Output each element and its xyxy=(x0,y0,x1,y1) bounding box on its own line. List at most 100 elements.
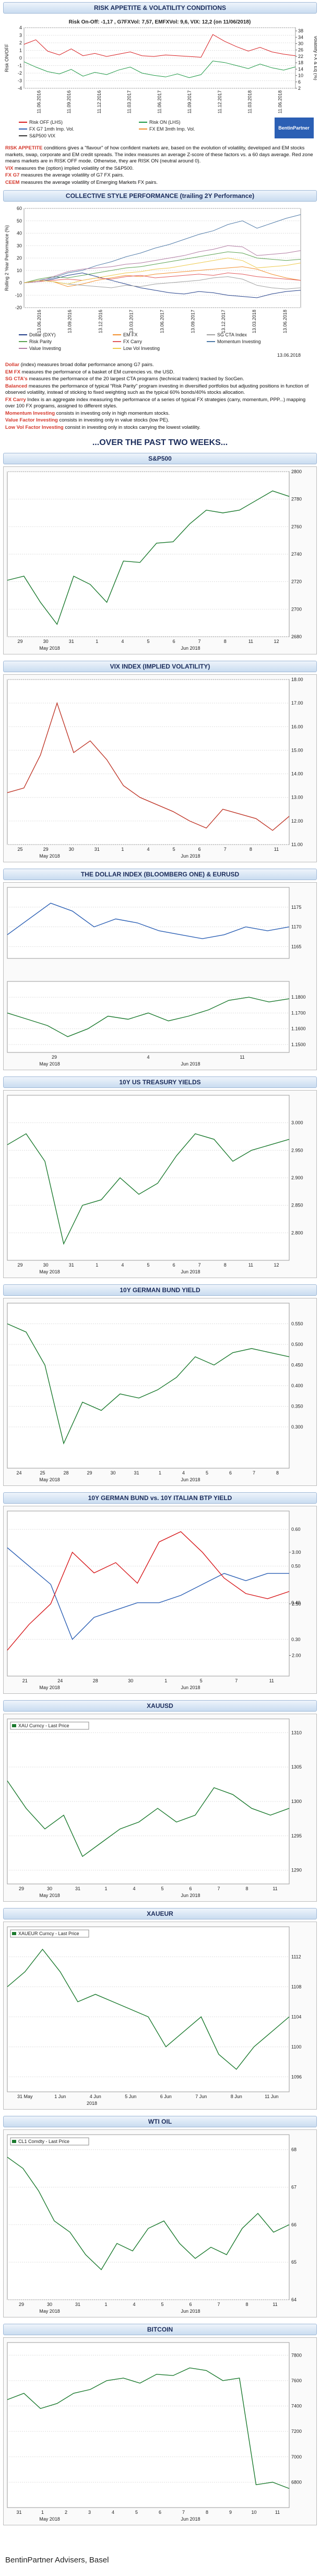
x-tick-label: 8 xyxy=(276,1470,279,1476)
x-tick-label: 8 xyxy=(245,1886,248,1891)
series-line xyxy=(7,490,290,625)
panel: WTI OIL 64 65 66 67 68 29 30 31 1 4 5 6 7 8 11 May 2018 J… xyxy=(0,2116,320,2322)
note: Balanced measures the performance of typ… xyxy=(5,383,315,396)
panels: S&P500 2680 2700 2720 2740 2760 2780 2800 29 30 31… xyxy=(0,453,320,2530)
x-tick-label: 8 xyxy=(245,2302,248,2307)
month-label: May 2018 xyxy=(39,1477,60,1482)
note: SG CTA's measures the performance of the… xyxy=(5,376,315,383)
month-label: May 2018 xyxy=(39,1893,60,1898)
note-term: Momentum Investing xyxy=(5,410,55,416)
x-tick-label: 4 Jun xyxy=(90,2094,101,2099)
note-term: EM FX xyxy=(5,369,21,375)
month-label: 2018 xyxy=(87,2101,97,2106)
x-tick-label: 4 xyxy=(133,2302,135,2307)
y-tick-label: 1104 xyxy=(291,2014,301,2019)
legend-label: FX Carry xyxy=(123,339,143,344)
x-tick-label: 5 xyxy=(206,1470,208,1476)
y-tick-label: 64 xyxy=(291,2297,297,2302)
y2-tick-label: 2.50 xyxy=(292,1601,301,1607)
note-text: (index) measures broad dollar performanc… xyxy=(20,362,154,368)
y-tick-label: 30 xyxy=(17,243,22,248)
note-term: Low Vol Factor Investing xyxy=(5,424,64,430)
x-tick-label: 30 xyxy=(47,1886,52,1891)
note-term: CEEM xyxy=(5,179,20,185)
series-line xyxy=(23,251,301,283)
month-label: May 2018 xyxy=(39,853,60,859)
note-text: consists in investing only in value stoc… xyxy=(59,417,170,423)
x-tick-label: 1 xyxy=(96,639,98,644)
x-tick-label: 13.09.2017 xyxy=(190,310,195,333)
note: FX G7 measures the average volatility of… xyxy=(5,172,315,179)
y-tick-label: 1295 xyxy=(291,1833,302,1839)
y-tick-label: 66 xyxy=(291,2222,297,2227)
month-label: Jun 2018 xyxy=(181,646,200,651)
y-tick-label: 0.40 xyxy=(291,1600,301,1606)
y-tick-label: 2720 xyxy=(291,579,302,584)
x-tick-label: 11.12.2017 xyxy=(217,90,222,113)
x-tick-label: 29 xyxy=(87,1470,92,1476)
panel-header: XAUEUR xyxy=(3,1908,317,1919)
panel-header: 10Y GERMAN BUND YIELD xyxy=(3,1284,317,1296)
notes: Dollar (index) measures broad dollar per… xyxy=(5,362,315,431)
x-tick-label: 11 xyxy=(272,1886,277,1891)
panel-chart: 1165 1170 1175 1.1500 1.1600 1.1700 1.1800 29 4 1… xyxy=(3,882,317,1070)
note-term: VIX xyxy=(5,165,14,171)
x-tick-label: 7 xyxy=(217,2302,220,2307)
y-tick-label: 2780 xyxy=(291,497,302,502)
x-tick-label: 1 xyxy=(159,1470,161,1476)
y-tick-label: 12.00 xyxy=(291,818,303,824)
note-text: consists in investing only in high momen… xyxy=(56,410,170,416)
panel-header: BITCOIN xyxy=(3,2324,317,2335)
x-tick-label: 11.06.2017 xyxy=(157,90,162,113)
y-tick-label: 6800 xyxy=(291,2479,302,2485)
series-line xyxy=(7,1948,290,2070)
y-tick-label: -2 xyxy=(18,71,22,76)
y-tick-label: 0 xyxy=(19,280,22,286)
y-tick-label: -4 xyxy=(18,86,22,91)
panel-header: WTI OIL xyxy=(3,2116,317,2127)
legend-label: Risk Parity xyxy=(29,339,52,344)
x-tick-label: 29 xyxy=(19,1886,24,1891)
series-line xyxy=(23,257,301,285)
y-tick-label: 15.00 xyxy=(291,747,303,753)
x-tick-label: 6 xyxy=(229,1470,232,1476)
y-tick-label: -3 xyxy=(18,78,22,84)
x-tick-label: 7 Jun xyxy=(195,2094,207,2099)
series-line xyxy=(7,1547,289,1641)
panel: XAUEUR 1096 1100 1104 1108 1112 31 May 1 Jun 4 J… xyxy=(0,1908,320,2114)
style-chart: -20 -10 0 10 20 30 40 50 60 13.06.2016 13.09.2016 1… xyxy=(4,206,301,358)
note-text: measures the (option) implied volatility… xyxy=(14,165,134,171)
label-box xyxy=(10,1722,89,1730)
series-line xyxy=(23,272,301,298)
note-term: FX G7 xyxy=(5,172,20,178)
x-tick-label: 11 xyxy=(240,1055,244,1060)
y-tick-label: 0 xyxy=(19,55,22,61)
panel: S&P500 2680 2700 2720 2740 2760 2780 2800 29 30 31… xyxy=(0,453,320,659)
legend-label: Risk OFF (LHS) xyxy=(29,120,63,125)
y-tick-label: 0.350 xyxy=(291,1404,303,1409)
note-text: conditions gives a "flavour" of how conf… xyxy=(5,145,313,164)
plot-area xyxy=(7,2342,290,2508)
y-tick-label: 1.1500 xyxy=(291,1042,306,1047)
note: CEEM measures the average volatility of … xyxy=(5,180,315,186)
panel: BITCOIN 6800 7000 7200 7400 7600 7800 31 1 2 3 4 5 6 7… xyxy=(0,2324,320,2530)
plot-area xyxy=(7,679,290,845)
series-line xyxy=(23,245,301,283)
x-tick-label: 29 xyxy=(43,847,49,852)
y-tick-label: 1300 xyxy=(291,1799,302,1804)
x-tick-label: 25 xyxy=(18,847,23,852)
y-tick-label: 2.850 xyxy=(291,1203,303,1208)
plot-area xyxy=(7,981,290,1053)
x-tick-label: 10 xyxy=(251,2510,256,2515)
y-tick-label: 0.500 xyxy=(291,1342,303,1347)
note: RISK APPETITE conditions gives a "flavou… xyxy=(5,145,315,165)
panel-header: THE DOLLAR INDEX (BLOOMBERG ONE) & EURUS… xyxy=(3,869,317,880)
panel-chart: 1096 1100 1104 1108 1112 31 May 1 Jun 4 Jun 5 Ju… xyxy=(3,1922,317,2110)
y-tick-label: 1170 xyxy=(291,924,301,930)
x-tick-label: 30 xyxy=(43,1262,49,1268)
x-tick-label: 1 xyxy=(96,1262,98,1268)
note: Dollar (index) measures broad dollar per… xyxy=(5,362,315,369)
y-tick-label: 1112 xyxy=(291,1954,301,1959)
x-tick-label: 11 xyxy=(272,2302,277,2307)
